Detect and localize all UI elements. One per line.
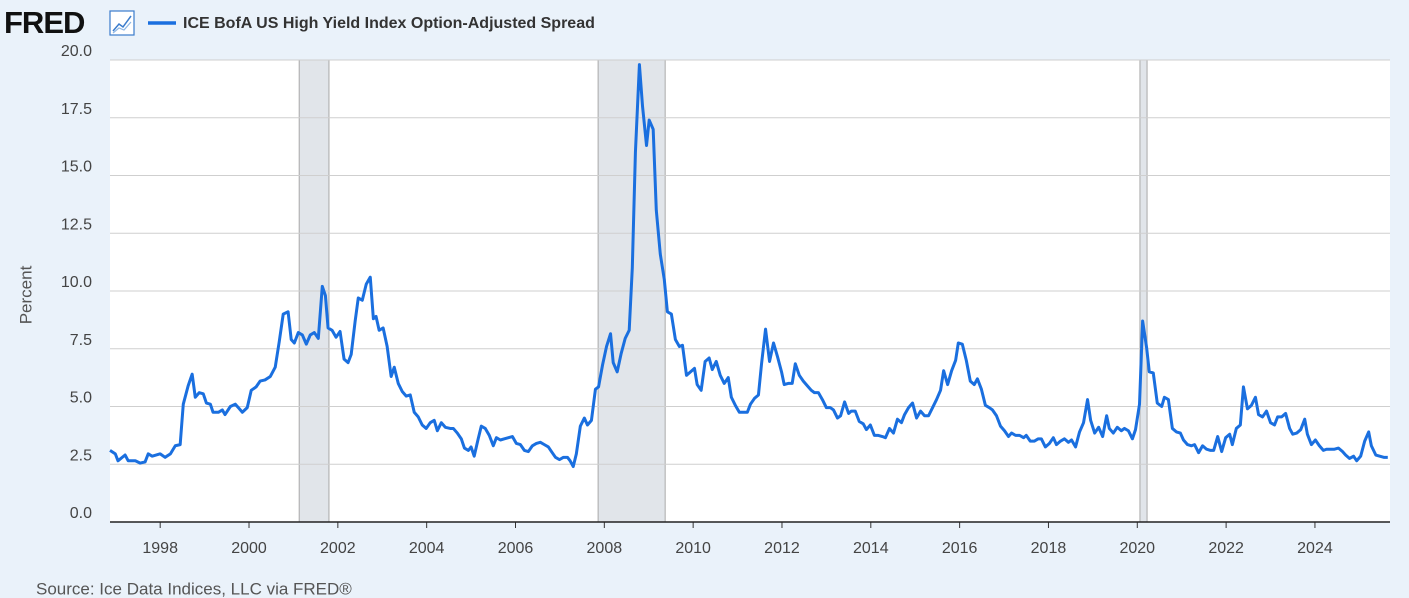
y-tick-label: 7.5 [70,332,92,349]
y-tick-label: 15.0 [61,159,92,176]
x-tick-label: 2000 [231,540,267,557]
y-tick-label: 0.0 [70,505,92,522]
x-tick-label: 2018 [1031,540,1067,557]
graph-icon [109,10,135,36]
x-tick-label: 2014 [853,540,889,557]
x-tick-label: 2016 [942,540,978,557]
source: Source: Ice Data Indices, LLC via FRED® [36,579,352,598]
y-tick-label: 17.5 [61,101,92,118]
y-tick-label: 10.0 [61,274,92,291]
y-tick-label: 2.5 [70,447,92,464]
x-tick-label: 2008 [587,540,623,557]
x-tick-label: 2024 [1297,540,1333,557]
x-tick-label: 1998 [142,540,178,557]
x-tick-label: 2002 [320,540,356,557]
x-tick-label: 2004 [409,540,445,557]
series-line [109,63,1388,469]
legend-label: ICE BofA US High Yield Index Option-Adju… [183,15,595,32]
x-tick-label: 2012 [764,540,800,557]
y-tick-label: 20.0 [61,43,92,60]
x-tick-label: 2022 [1208,540,1244,557]
y-tick-label: 5.0 [70,390,92,407]
logo: FRED [4,5,85,40]
y-axis-label: Percent [16,265,35,324]
y-tick-label: 12.5 [61,216,92,233]
x-tick-label: 2006 [498,540,534,557]
x-tick-label: 2020 [1119,540,1155,557]
x-tick-label: 2010 [675,540,711,557]
